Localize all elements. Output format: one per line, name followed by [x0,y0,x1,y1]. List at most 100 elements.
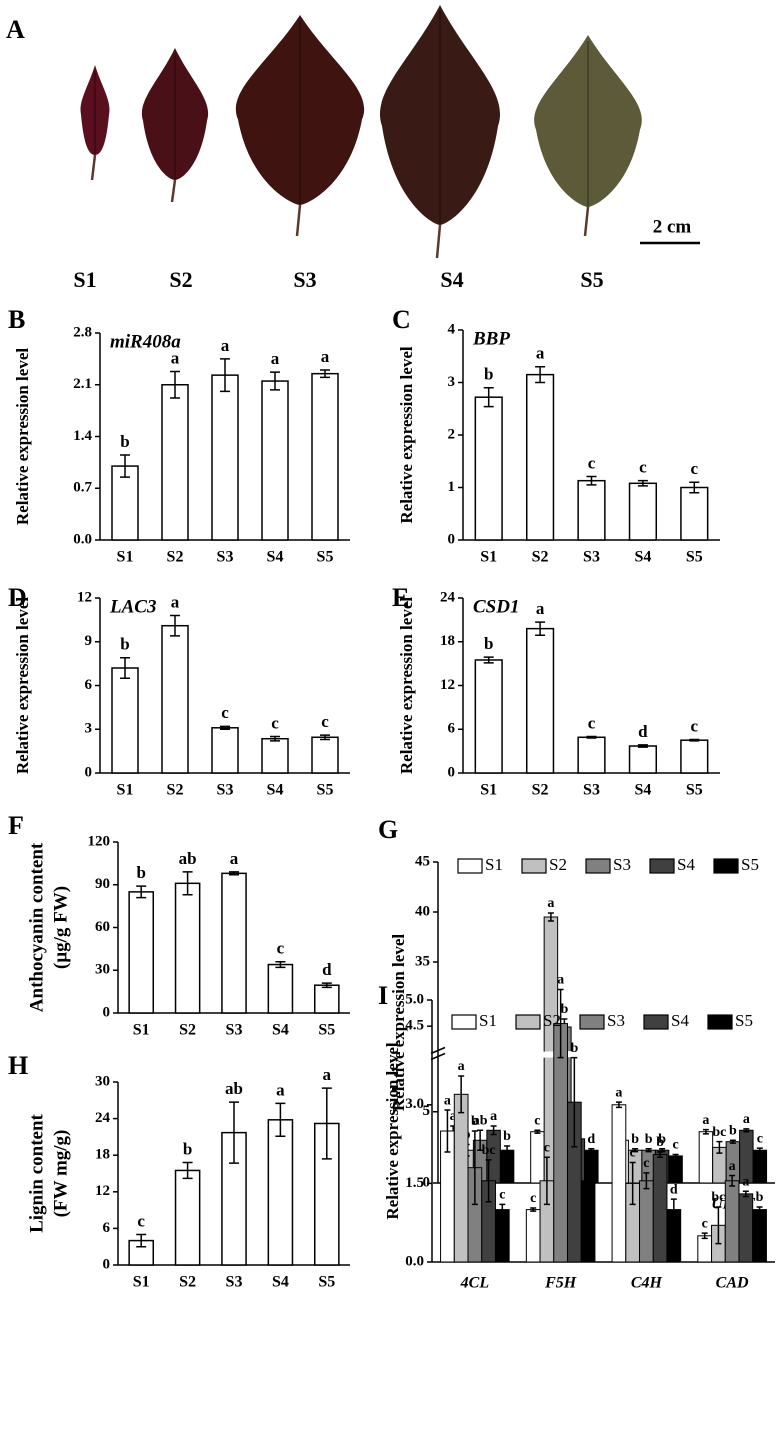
error-bar [270,371,280,391]
panel-label: C [392,305,411,334]
significance-letter: a [221,336,230,355]
significance-letter: a [490,1109,497,1124]
error-bar [485,1159,492,1203]
stage-label: S1 [73,267,96,292]
error-bar [557,988,564,1059]
x-tick-label: S4 [634,549,651,566]
x-tick-label: S2 [179,1022,196,1039]
y-axis-label: Lignin content [26,1113,47,1232]
leaf [141,48,209,180]
error-bar [483,656,494,664]
x-tick-label: S2 [167,782,184,799]
y-tick-label: 35 [415,953,430,969]
bar [530,1131,545,1184]
y-tick-label: 0 [448,764,456,780]
x-tick-label: S5 [318,1022,335,1039]
y-tick-label: 4.5 [405,1018,424,1034]
x-tick-label: S3 [226,1274,243,1291]
bar [494,1209,510,1263]
error-bar [483,387,494,408]
error-bar [321,1087,332,1160]
bar [128,891,155,1014]
significance-letter: c [639,458,647,477]
bar [261,737,289,774]
x-tick-label: F5H [544,1275,577,1292]
significance-letter: a [742,1174,749,1189]
error-bar [229,871,239,876]
error-bar [182,1161,193,1180]
y-tick-label: 3 [448,374,456,390]
significance-letter: b [560,1002,568,1017]
legend-label: S4 [671,1011,689,1030]
significance-letter: a [743,1112,750,1127]
petiole [435,224,442,259]
significance-letter: a [230,849,239,868]
y-tick-label: 2 [448,426,456,442]
significance-letter: a [271,349,280,368]
y-tick-label: 12 [440,677,455,693]
legend-swatch [585,858,611,874]
error-bar [670,1198,677,1221]
petiole [90,154,97,181]
significance-letter: c [630,1146,636,1161]
significance-letter: a [536,599,545,618]
significance-letter: bc [711,1190,725,1205]
y-axis-label: (FW mg/g) [50,1130,71,1218]
y-tick-label: 30 [95,1073,110,1089]
bar [628,745,658,774]
significance-letter: a [729,1159,736,1174]
bar [111,667,139,774]
error-bar [689,481,700,494]
y-tick-label: 2.1 [73,376,92,392]
y-tick-label: 18 [440,633,455,649]
error-bar [585,1172,592,1190]
error-bar [275,1102,286,1138]
significance-letter: b [570,1041,578,1056]
error-bar [120,657,130,679]
legend-label: S1 [485,855,503,874]
legend-label: S5 [741,855,759,874]
bar [311,736,339,774]
legend-label: S4 [677,855,695,874]
bar [161,384,189,541]
bar [211,727,239,774]
significance-letter: c [588,453,596,472]
x-tick-label: S3 [583,782,600,799]
legend-label: S3 [613,855,631,874]
y-tick-label: 90 [95,876,110,892]
significance-letter: b [120,432,129,451]
y-axis-label: Relative expression level [397,597,416,774]
y-tick-label: 45 [415,853,430,869]
stage-label: S3 [293,267,316,292]
significance-letter: a [450,1109,457,1124]
y-tick-label: 24 [95,1110,111,1126]
error-bar [270,735,280,742]
error-bar [729,1174,736,1187]
significance-letter: c [702,1216,708,1231]
legend-label: S5 [735,1011,753,1030]
y-tick-label: 0 [423,1174,431,1190]
axis-break-mark [430,1046,446,1061]
stage-label: S2 [169,267,192,292]
significance-letter: c [691,459,699,478]
panel-label: F [8,811,24,840]
x-tick-label: S4 [634,782,651,799]
error-bar [229,1101,239,1164]
error-bar [702,1128,709,1135]
error-bar [615,1101,622,1109]
significance-letter: b [471,1114,479,1129]
bar [453,1093,469,1263]
panel-label: I [378,981,388,1010]
x-tick-label: S3 [226,1022,243,1039]
error-bar [534,1129,541,1134]
x-tick-label: S2 [532,782,549,799]
leaf [534,35,642,207]
bar [525,627,555,774]
legend-label: S2 [549,855,567,874]
significance-letter: b [183,1139,192,1158]
y-tick-label: 2.8 [73,324,92,340]
significance-letter: d [638,722,648,741]
bar [111,465,139,541]
significance-letter: b [120,635,129,654]
